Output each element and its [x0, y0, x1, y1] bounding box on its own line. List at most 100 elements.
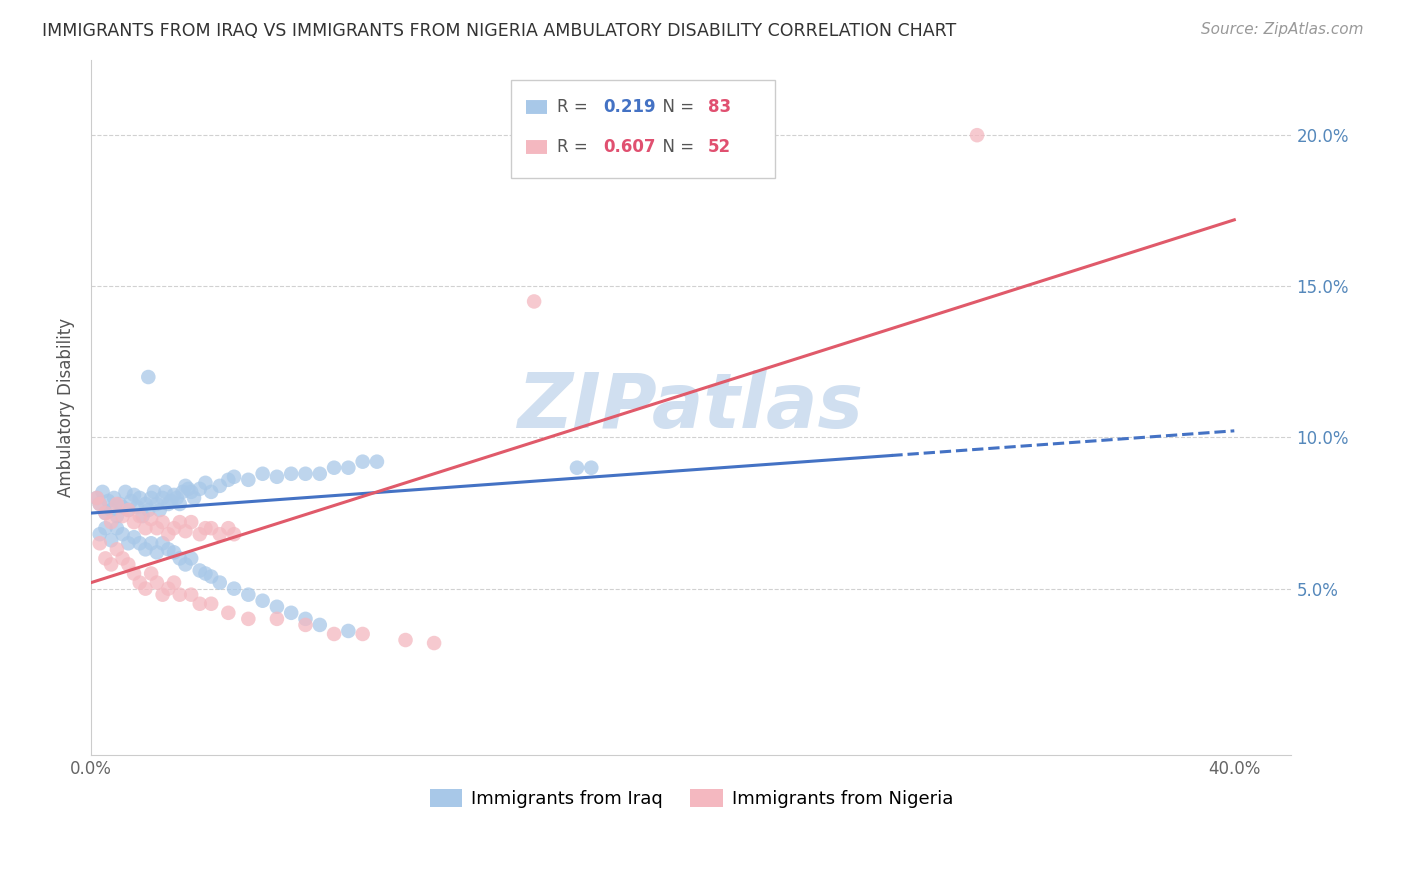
- Point: [146, 575, 169, 590]
- Point: [188, 564, 211, 578]
- Point: [146, 521, 169, 535]
- Point: [117, 558, 139, 572]
- Point: [122, 530, 145, 544]
- Point: [194, 566, 217, 581]
- Point: [117, 503, 139, 517]
- Point: [128, 536, 150, 550]
- Point: [208, 479, 231, 493]
- Point: [94, 506, 117, 520]
- Point: [337, 460, 360, 475]
- Point: [152, 536, 174, 550]
- Point: [136, 370, 159, 384]
- Point: [86, 491, 108, 505]
- Point: [97, 494, 120, 508]
- Point: [134, 542, 156, 557]
- Point: [523, 294, 546, 309]
- Point: [200, 569, 222, 583]
- Point: [100, 558, 122, 572]
- FancyBboxPatch shape: [512, 80, 775, 178]
- Point: [111, 500, 134, 514]
- Point: [200, 521, 222, 535]
- Point: [423, 636, 446, 650]
- Point: [238, 473, 260, 487]
- Text: 52: 52: [709, 137, 731, 155]
- Point: [222, 470, 245, 484]
- Point: [105, 509, 128, 524]
- Text: R =: R =: [557, 137, 593, 155]
- Point: [108, 497, 131, 511]
- Point: [111, 551, 134, 566]
- Point: [86, 491, 108, 505]
- Point: [208, 575, 231, 590]
- Point: [180, 551, 202, 566]
- Point: [141, 536, 163, 550]
- Point: [134, 497, 156, 511]
- Text: N =: N =: [652, 98, 699, 116]
- Point: [352, 627, 374, 641]
- Point: [166, 491, 188, 505]
- Point: [100, 515, 122, 529]
- Point: [222, 582, 245, 596]
- Point: [394, 633, 416, 648]
- Point: [180, 588, 202, 602]
- Text: 0.607: 0.607: [603, 137, 657, 155]
- Point: [352, 455, 374, 469]
- Point: [152, 515, 174, 529]
- Point: [308, 467, 330, 481]
- Point: [141, 491, 163, 505]
- Point: [217, 606, 239, 620]
- Point: [169, 515, 191, 529]
- Point: [323, 460, 346, 475]
- Point: [89, 527, 111, 541]
- Point: [155, 484, 177, 499]
- Point: [114, 484, 136, 499]
- Point: [217, 473, 239, 487]
- Point: [94, 551, 117, 566]
- Point: [200, 484, 222, 499]
- Text: R =: R =: [557, 98, 593, 116]
- Point: [149, 503, 172, 517]
- Point: [217, 521, 239, 535]
- Point: [280, 467, 302, 481]
- Point: [174, 524, 197, 539]
- Point: [252, 467, 274, 481]
- Point: [128, 575, 150, 590]
- Point: [323, 627, 346, 641]
- Text: 0.219: 0.219: [603, 98, 657, 116]
- Point: [172, 484, 194, 499]
- Point: [125, 500, 148, 514]
- Point: [100, 503, 122, 517]
- Point: [337, 624, 360, 638]
- Point: [136, 503, 159, 517]
- Text: IMMIGRANTS FROM IRAQ VS IMMIGRANTS FROM NIGERIA AMBULATORY DISABILITY CORRELATIO: IMMIGRANTS FROM IRAQ VS IMMIGRANTS FROM …: [42, 22, 956, 40]
- Point: [180, 515, 202, 529]
- Point: [169, 588, 191, 602]
- Point: [294, 618, 316, 632]
- Point: [163, 545, 186, 559]
- Point: [177, 482, 200, 496]
- Point: [134, 582, 156, 596]
- Point: [131, 509, 153, 524]
- Point: [163, 488, 186, 502]
- Point: [169, 551, 191, 566]
- Point: [280, 606, 302, 620]
- Point: [157, 542, 180, 557]
- Point: [94, 521, 117, 535]
- Point: [105, 497, 128, 511]
- Point: [128, 509, 150, 524]
- Point: [188, 527, 211, 541]
- Point: [194, 521, 217, 535]
- Point: [188, 597, 211, 611]
- Point: [194, 475, 217, 490]
- Point: [89, 536, 111, 550]
- Point: [146, 497, 169, 511]
- Point: [208, 527, 231, 541]
- Point: [163, 575, 186, 590]
- Point: [89, 497, 111, 511]
- Point: [120, 494, 142, 508]
- Point: [266, 599, 288, 614]
- Point: [222, 527, 245, 541]
- Point: [143, 484, 166, 499]
- Point: [141, 512, 163, 526]
- Point: [111, 527, 134, 541]
